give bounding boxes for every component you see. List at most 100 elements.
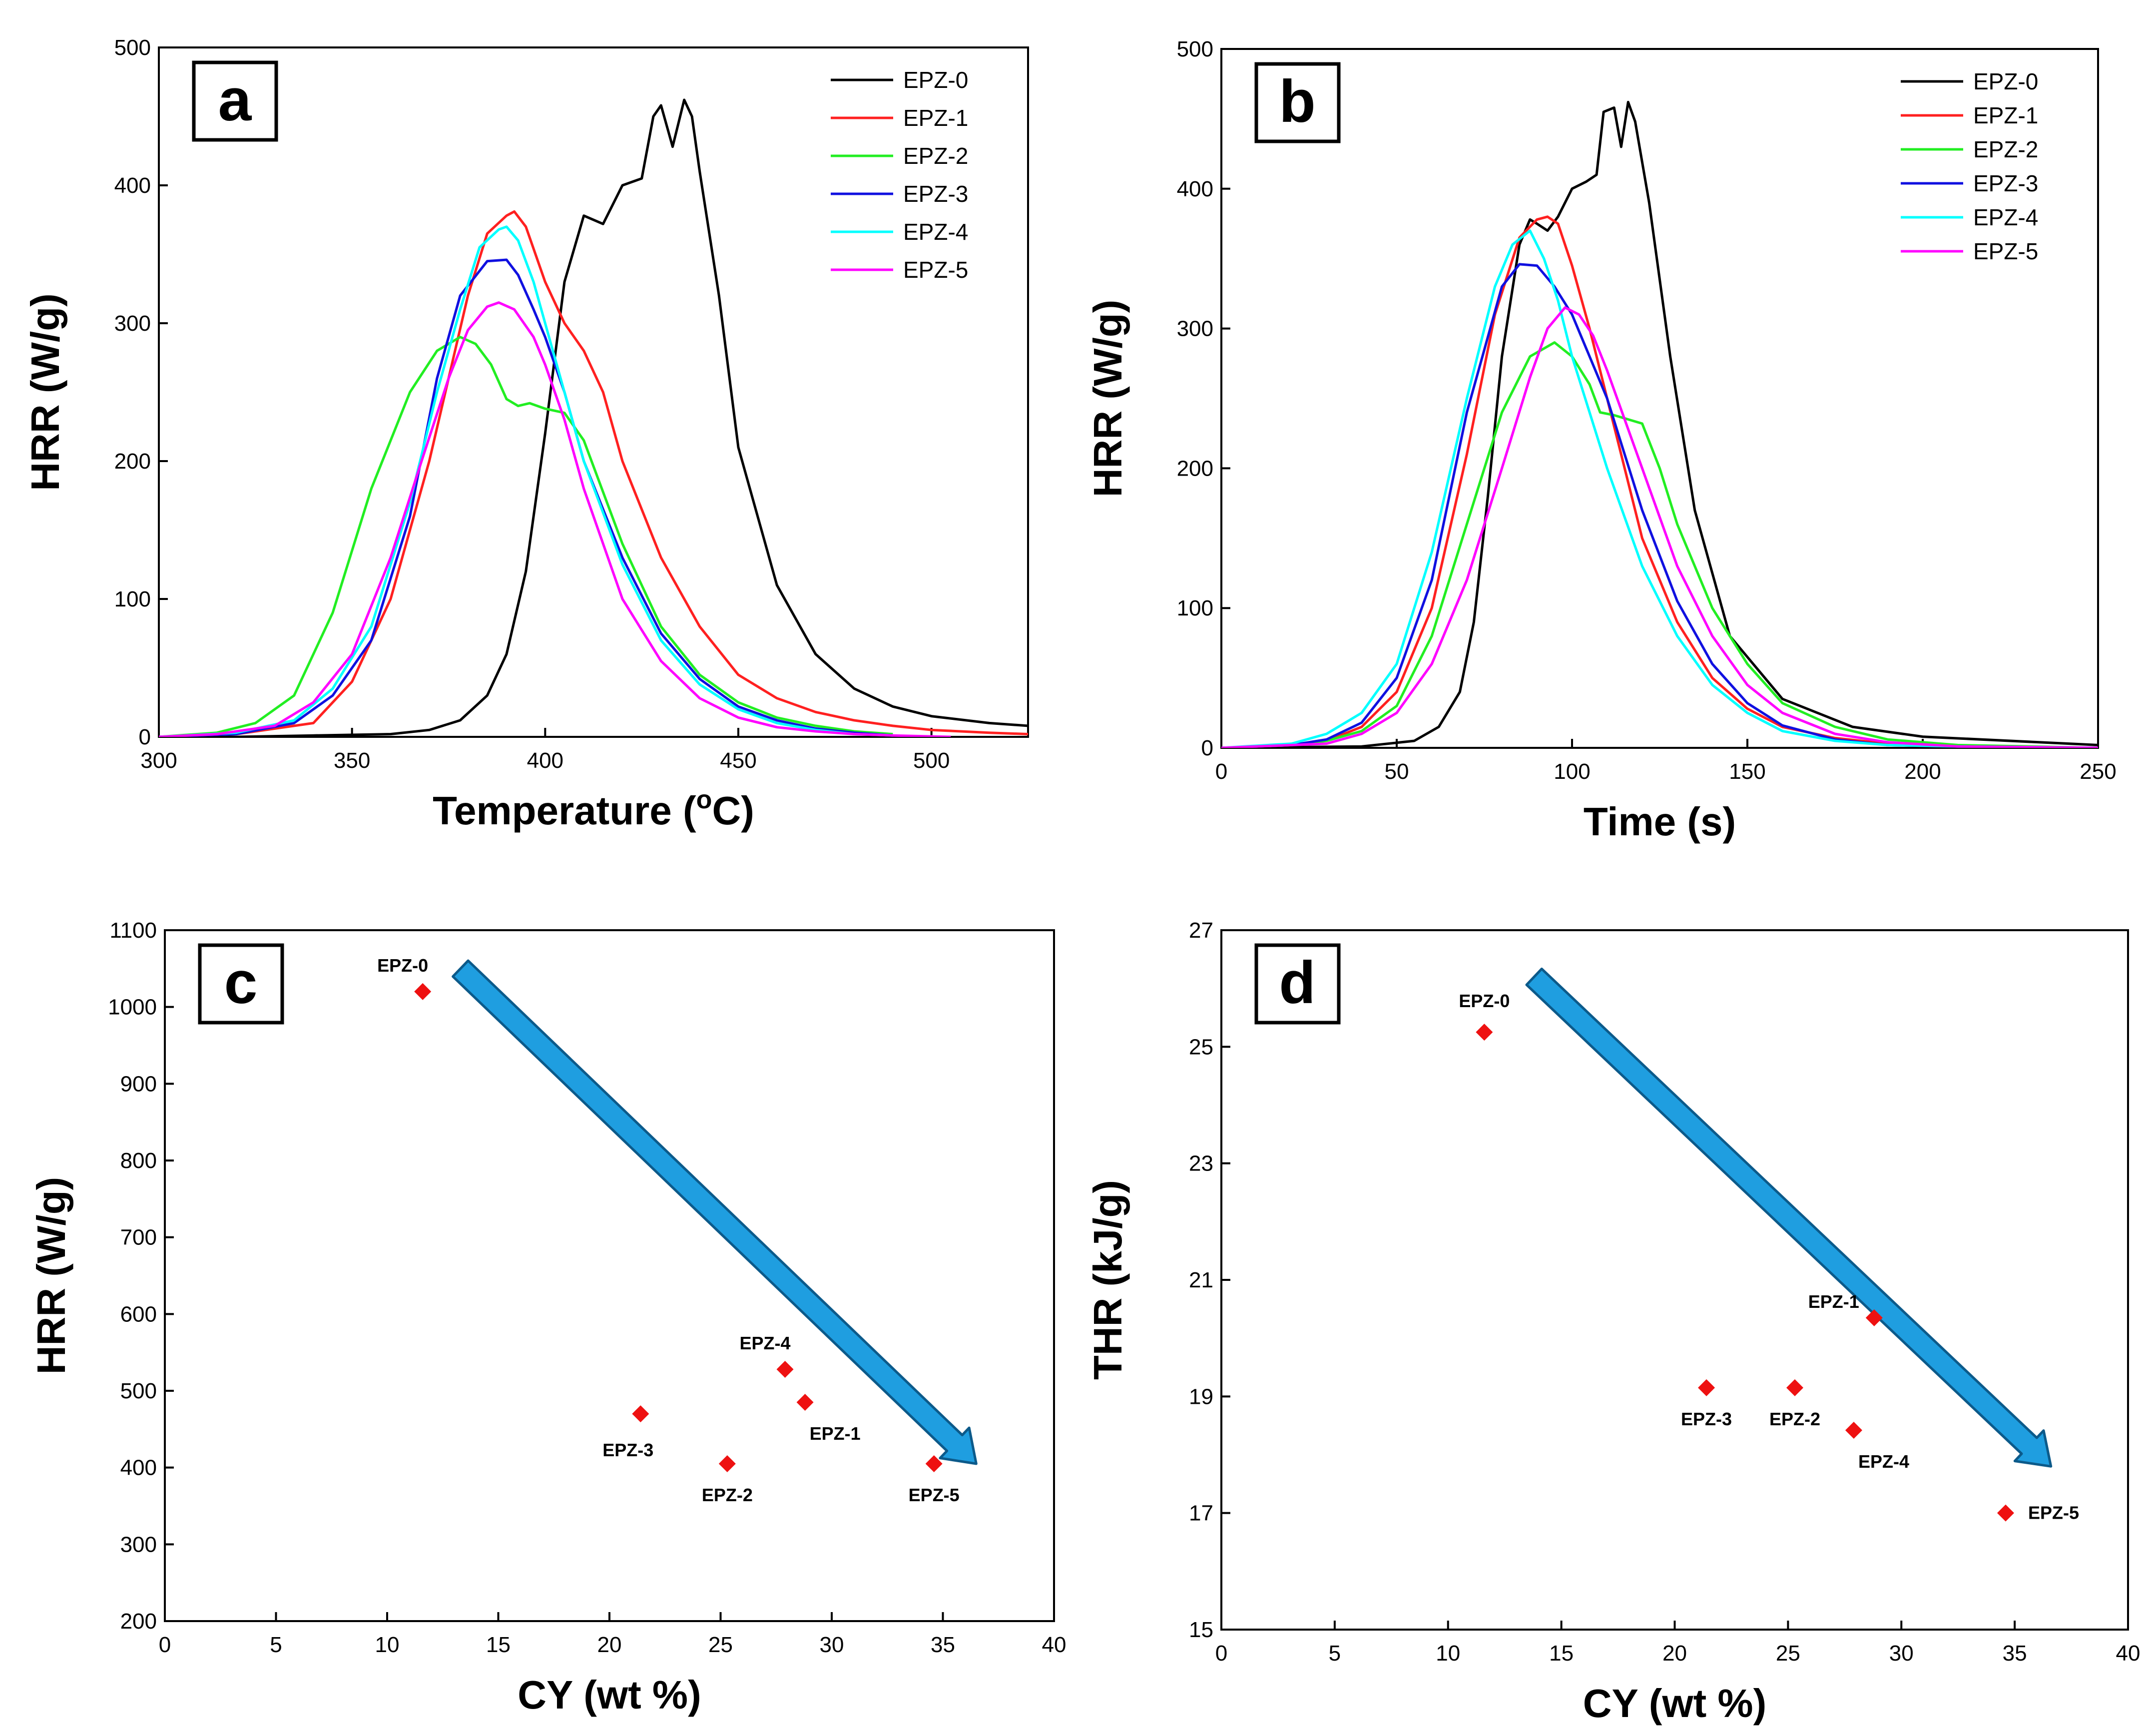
legend-entry: EPZ-3 xyxy=(1973,170,2038,196)
series-line-epz-4 xyxy=(159,225,893,737)
y-axis-title: THR (kJ/g) xyxy=(1085,1180,1130,1380)
trend-arrow xyxy=(1525,967,2053,1468)
series-line-epz-4 xyxy=(1221,229,2098,748)
y-tick-label: 300 xyxy=(114,311,151,336)
y-tick-label: 100 xyxy=(114,587,151,611)
series-line-epz-0 xyxy=(159,98,1028,737)
series-line-epz-1 xyxy=(1221,215,2098,748)
data-label-epz-5: EPZ-5 xyxy=(909,1485,960,1505)
legend-entry: EPZ-2 xyxy=(1973,136,2038,162)
panel-label-box xyxy=(1254,62,1341,143)
y-tick-label: 400 xyxy=(114,173,151,198)
trend-arrow xyxy=(452,959,978,1465)
x-tick-label: 0 xyxy=(159,1633,171,1657)
data-label-epz-0: EPZ-0 xyxy=(377,955,428,976)
x-tick-label: 50 xyxy=(1385,759,1409,784)
y-tick-label: 500 xyxy=(120,1379,157,1403)
legend-entry: EPZ-0 xyxy=(903,67,968,93)
x-tick-label: 35 xyxy=(931,1633,955,1657)
plot-frame xyxy=(1220,929,2129,1631)
x-tick-label: 20 xyxy=(1662,1641,1687,1666)
y-tick-label: 200 xyxy=(114,449,151,474)
x-tick-label: 500 xyxy=(913,748,950,773)
legend-entry: EPZ-1 xyxy=(1973,102,2038,128)
x-axis-title: Time (s) xyxy=(1584,799,1736,844)
y-tick-label: 15 xyxy=(1189,1618,1213,1642)
x-tick-label: 20 xyxy=(597,1633,622,1657)
legend-entry: EPZ-1 xyxy=(903,105,968,131)
y-tick-label: 25 xyxy=(1189,1035,1213,1059)
x-axis-title: CY (wt %) xyxy=(518,1673,701,1717)
y-tick-label: 400 xyxy=(1177,177,1213,201)
y-tick-label: 1000 xyxy=(108,995,157,1020)
x-axis-title-part: Temperature ( xyxy=(433,788,696,833)
y-tick-label: 300 xyxy=(120,1532,157,1557)
panel-label-box xyxy=(1254,943,1341,1025)
y-tick-label: 500 xyxy=(114,35,151,60)
x-tick-label: 100 xyxy=(1554,759,1590,784)
y-tick-label: 500 xyxy=(1177,37,1213,61)
y-tick-label: 1100 xyxy=(109,918,157,943)
x-tick-label: 10 xyxy=(1436,1641,1460,1666)
y-tick-label: 27 xyxy=(1189,918,1213,943)
y-tick-label: 100 xyxy=(1177,596,1213,620)
data-point-epz-5 xyxy=(925,1455,943,1472)
x-tick-label: 400 xyxy=(527,748,563,773)
x-tick-label: 5 xyxy=(270,1633,282,1657)
panel-label-box xyxy=(192,60,278,142)
y-tick-label: 21 xyxy=(1189,1268,1213,1292)
legend-entry: EPZ-5 xyxy=(903,257,968,283)
x-tick-label: 35 xyxy=(2003,1641,2027,1666)
data-point-epz-3 xyxy=(1698,1379,1715,1396)
legend-entry: EPZ-0 xyxy=(1973,68,2038,94)
y-tick-label: 900 xyxy=(120,1072,157,1096)
data-label-epz-5: EPZ-5 xyxy=(2028,1503,2079,1523)
x-tick-label: 15 xyxy=(1549,1641,1574,1666)
panel-d: 0 5 10 15 20 25 30 35 40 15 17 19 21 23 25 27 CY (wt %) T… xyxy=(1085,918,2140,1726)
y-tick-label: 300 xyxy=(1177,317,1213,341)
data-point-epz-4 xyxy=(1845,1422,1862,1439)
panel-label: d xyxy=(1279,949,1315,1016)
x-tick-label: 25 xyxy=(708,1633,733,1657)
data-point-epz-1 xyxy=(796,1394,814,1411)
y-tick-label: 400 xyxy=(120,1456,157,1480)
y-tick-label: 0 xyxy=(1201,736,1213,760)
x-tick-label: 15 xyxy=(486,1633,511,1657)
y-tick-label: 800 xyxy=(120,1149,157,1173)
panel-label: c xyxy=(224,949,258,1016)
plot-frame xyxy=(164,929,1055,1622)
panel-label-box xyxy=(198,943,284,1025)
y-tick-label: 200 xyxy=(1177,456,1213,481)
x-tick-label: 300 xyxy=(140,748,177,773)
y-tick-label: 19 xyxy=(1189,1384,1213,1409)
data-point-epz-1 xyxy=(1865,1309,1883,1326)
y-axis-title: HRR (W/g) xyxy=(1085,300,1130,497)
legend-entry: EPZ-3 xyxy=(903,181,968,207)
data-point-epz-3 xyxy=(632,1405,649,1423)
series-line-epz-5 xyxy=(1221,306,2098,748)
x-tick-label: 40 xyxy=(2116,1641,2141,1666)
y-axis-title: HRR (W/g) xyxy=(29,1177,73,1374)
data-label-epz-4: EPZ-4 xyxy=(740,1333,791,1353)
legend-entry: EPZ-4 xyxy=(903,219,968,245)
series-line-epz-5 xyxy=(159,301,951,737)
data-label-epz-4: EPZ-4 xyxy=(1858,1451,1909,1472)
panel-b: 0 50 100 150 200 250 0 100 200 300 400 500 Time (s) H… xyxy=(1085,37,2117,844)
legend-entry: EPZ-2 xyxy=(903,143,968,169)
data-point-epz-0 xyxy=(414,983,432,1000)
x-tick-label: 25 xyxy=(1776,1641,1800,1666)
x-tick-label: 150 xyxy=(1729,759,1765,784)
data-label-epz-1: EPZ-1 xyxy=(810,1423,861,1444)
data-label-epz-2: EPZ-2 xyxy=(1769,1409,1820,1429)
series-line-epz-3 xyxy=(1221,263,2098,748)
data-point-epz-0 xyxy=(1476,1024,1493,1041)
data-point-epz-4 xyxy=(776,1360,794,1378)
x-tick-label: 10 xyxy=(375,1633,400,1657)
data-point-epz-5 xyxy=(1997,1504,2014,1522)
x-tick-label: 200 xyxy=(1904,759,1941,784)
y-tick-label: 700 xyxy=(120,1225,157,1250)
series-line-epz-2 xyxy=(159,336,893,737)
series-line-epz-0 xyxy=(1221,100,2098,748)
x-tick-label: 30 xyxy=(820,1633,844,1657)
